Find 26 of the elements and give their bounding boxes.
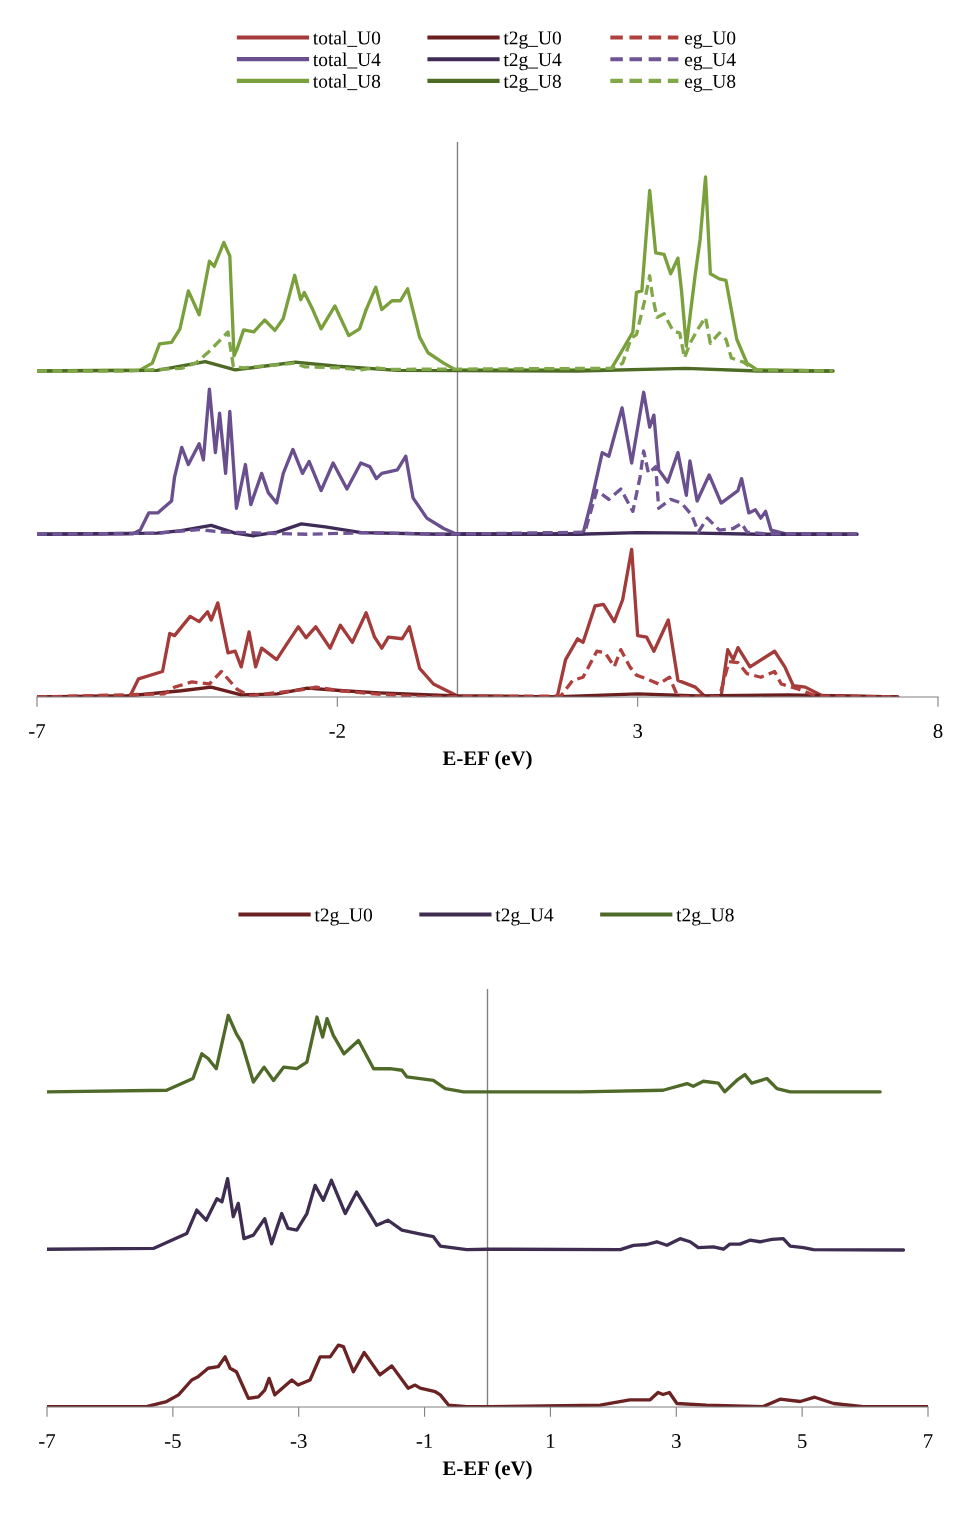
legend-label: t2g_U0 bbox=[503, 31, 561, 49]
x-tick-label: -5 bbox=[164, 1434, 181, 1449]
legend-label: total_U0 bbox=[313, 30, 381, 47]
x-tick-label: 3 bbox=[633, 724, 643, 739]
legend-label: total_U4 bbox=[313, 52, 381, 69]
x-tick-label: -2 bbox=[329, 724, 345, 738]
legend-label: eg_U0 bbox=[684, 31, 736, 49]
legend-label: eg_U8 bbox=[684, 74, 736, 92]
legend-label: t2g_U0 bbox=[314, 908, 373, 926]
x-axis-title: E-EF (eV) bbox=[442, 1460, 532, 1480]
x-tick-label: -3 bbox=[290, 1434, 307, 1449]
legend-label: t2g_U8 bbox=[676, 908, 734, 926]
legend-label: t2g_U8 bbox=[503, 74, 561, 92]
x-tick-label: 5 bbox=[798, 1434, 807, 1449]
x-tick-label: -1 bbox=[416, 1434, 432, 1448]
legend-label: total_U8 bbox=[313, 74, 381, 91]
x-tick-label: 7 bbox=[924, 1434, 933, 1448]
x-tick-label: 1 bbox=[547, 1434, 555, 1448]
x-tick-label: 8 bbox=[933, 723, 943, 739]
legend-label: t2g_U4 bbox=[503, 53, 562, 71]
x-tick-label: -7 bbox=[39, 1434, 56, 1448]
legend-label: eg_U4 bbox=[684, 53, 736, 71]
legend-label: t2g_U4 bbox=[495, 908, 554, 926]
x-tick-label: -7 bbox=[29, 724, 46, 738]
x-axis-title: E-EF (eV) bbox=[442, 750, 532, 770]
x-tick-label: 3 bbox=[672, 1434, 681, 1449]
